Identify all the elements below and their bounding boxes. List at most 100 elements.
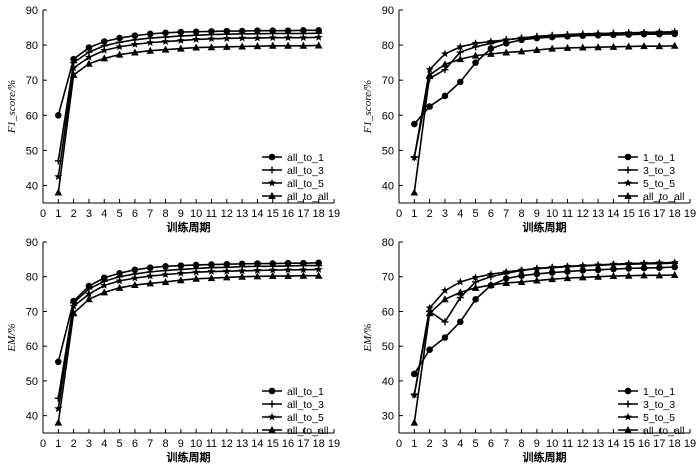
data-point-all_to_5-3 [84, 53, 93, 61]
data-point-all_to_all-16 [640, 42, 648, 50]
x-tick-label: 4 [101, 208, 107, 220]
data-point-5_to_5-6 [486, 270, 495, 278]
data-point-all_to_all-13 [238, 42, 246, 50]
data-point-5_to_5-16-shape [640, 258, 649, 267]
data-point-all_to_all-8 [161, 45, 170, 53]
data-point-all_to_all-17-shape [655, 271, 664, 279]
data-point-all_to_all-4 [100, 54, 109, 62]
data-point-all_to_all-7-shape [502, 48, 511, 56]
data-point-all_to_all-15-shape [624, 271, 633, 279]
data-point-all_to_all-1 [410, 188, 419, 196]
x-tick-label: 0 [40, 208, 46, 220]
data-point-all_to_5-12-shape [222, 34, 231, 42]
x-tick-label: 18 [669, 208, 681, 220]
data-point-all_to_all-5-shape [471, 283, 480, 291]
data-point-5_to_5-9 [532, 32, 541, 41]
data-point-all_to_5-2-shape [69, 302, 78, 310]
data-point-all_to_5-7 [146, 38, 155, 47]
data-point-all_to_all-15-shape [268, 41, 277, 49]
y-tick-label: 90 [26, 5, 38, 17]
legend-marker-all_to_5-shape [268, 412, 276, 421]
data-point-all_to_all-18 [670, 270, 679, 278]
data-point-5_to_5-18 [670, 258, 679, 266]
x-tick-label: 12 [221, 438, 233, 450]
data-point-all_to_all-14 [609, 272, 618, 280]
data-point-all_to_all-8 [517, 47, 526, 55]
data-point-5_to_5-4 [456, 277, 465, 286]
data-point-all_to_1-8-shape [162, 263, 169, 270]
data-point-5_to_5-5 [471, 39, 480, 47]
data-point-all_to_5-7-shape [146, 271, 155, 280]
data-point-all_to_all-9-shape [533, 46, 541, 53]
data-point-5_to_5-3-shape [440, 286, 449, 295]
x-tick-label: 6 [132, 438, 138, 450]
data-point-all_to_all-17 [655, 42, 664, 50]
data-point-1_to_1-9 [533, 270, 541, 278]
data-point-all_to_5-1 [54, 172, 63, 181]
data-point-all_to_all-10-shape [192, 274, 200, 282]
data-point-all_to_all-7 [502, 48, 511, 56]
data-point-all_to_all-12 [578, 43, 587, 51]
x-tick-label: 6 [488, 438, 494, 450]
data-point-1_to_1-1-shape [411, 370, 418, 378]
series-line-5_to_5 [413, 30, 675, 158]
data-point-5_to_5-10 [548, 31, 557, 40]
series-line-3_to_3 [413, 31, 675, 158]
x-tick-label: 16 [638, 438, 650, 450]
data-point-all_to_1-6-shape [131, 266, 139, 274]
data-point-all_to_all-4 [100, 288, 109, 296]
data-point-all_to_all-17 [299, 41, 308, 49]
data-point-all_to_all-1-shape [54, 188, 63, 196]
y-axis-label: F1_score/% [6, 80, 18, 134]
legend-marker-5_to_5 [624, 412, 632, 421]
x-tick-label: 2 [427, 438, 433, 450]
data-point-5_to_5-17 [655, 258, 664, 267]
data-point-1_to_1-6-shape [487, 45, 495, 52]
data-point-all_to_all-1-shape [54, 418, 63, 426]
x-tick-label: 13 [592, 438, 604, 450]
data-point-all_to_1-7 [146, 264, 154, 271]
data-point-3_to_3-4 [456, 48, 464, 56]
x-tick-label: 2 [71, 438, 77, 450]
x-tick-label: 12 [577, 438, 589, 450]
x-tick-label: 1 [411, 208, 417, 220]
data-point-all_to_all-5 [471, 283, 480, 291]
x-tick-label: 14 [251, 208, 263, 220]
data-point-all_to_all-17-shape [299, 271, 308, 279]
data-point-all_to_5-17-shape [299, 265, 308, 274]
x-tick-label: 9 [534, 438, 540, 450]
x-tick-label: 15 [623, 438, 635, 450]
data-point-all_to_5-5 [115, 276, 124, 285]
x-tick-label: 15 [623, 208, 635, 220]
data-point-all_to_all-11 [207, 43, 216, 51]
data-point-all_to_1-4 [100, 38, 108, 45]
legend-label-1_to_1: 1_to_1 [643, 386, 675, 398]
data-point-all_to_5-4 [100, 281, 109, 289]
data-point-all_to_5-6-shape [130, 40, 139, 48]
data-point-5_to_5-15-shape [624, 28, 633, 37]
data-point-1_to_1-5-shape [472, 59, 479, 66]
data-point-5_to_5-2 [425, 303, 434, 312]
data-point-1_to_1-8 [518, 272, 525, 279]
data-point-all_to_all-2 [69, 309, 78, 317]
data-point-all_to_1-8 [162, 263, 169, 270]
data-point-all_to_1-6 [131, 266, 139, 274]
data-point-all_to_all-4 [456, 55, 465, 63]
y-tick-label: 70 [382, 75, 394, 87]
data-point-all_to_all-12-shape [222, 273, 231, 281]
data-point-all_to_5-2 [69, 63, 78, 72]
data-point-all_to_5-8-shape [161, 37, 170, 45]
x-tick-label: 19 [684, 208, 696, 220]
legend-marker-all_to_5 [268, 412, 276, 421]
y-tick-label: 80 [26, 272, 38, 284]
data-point-all_to_all-14-shape [609, 42, 618, 50]
data-point-all_to_all-14-shape [253, 42, 262, 50]
data-point-1_to_1-1 [411, 370, 418, 378]
data-point-all_to_all-5 [471, 51, 480, 59]
data-point-all_to_all-10 [192, 43, 200, 51]
x-tick-label: 4 [457, 208, 463, 220]
data-point-all_to_1-9-shape [177, 262, 185, 269]
